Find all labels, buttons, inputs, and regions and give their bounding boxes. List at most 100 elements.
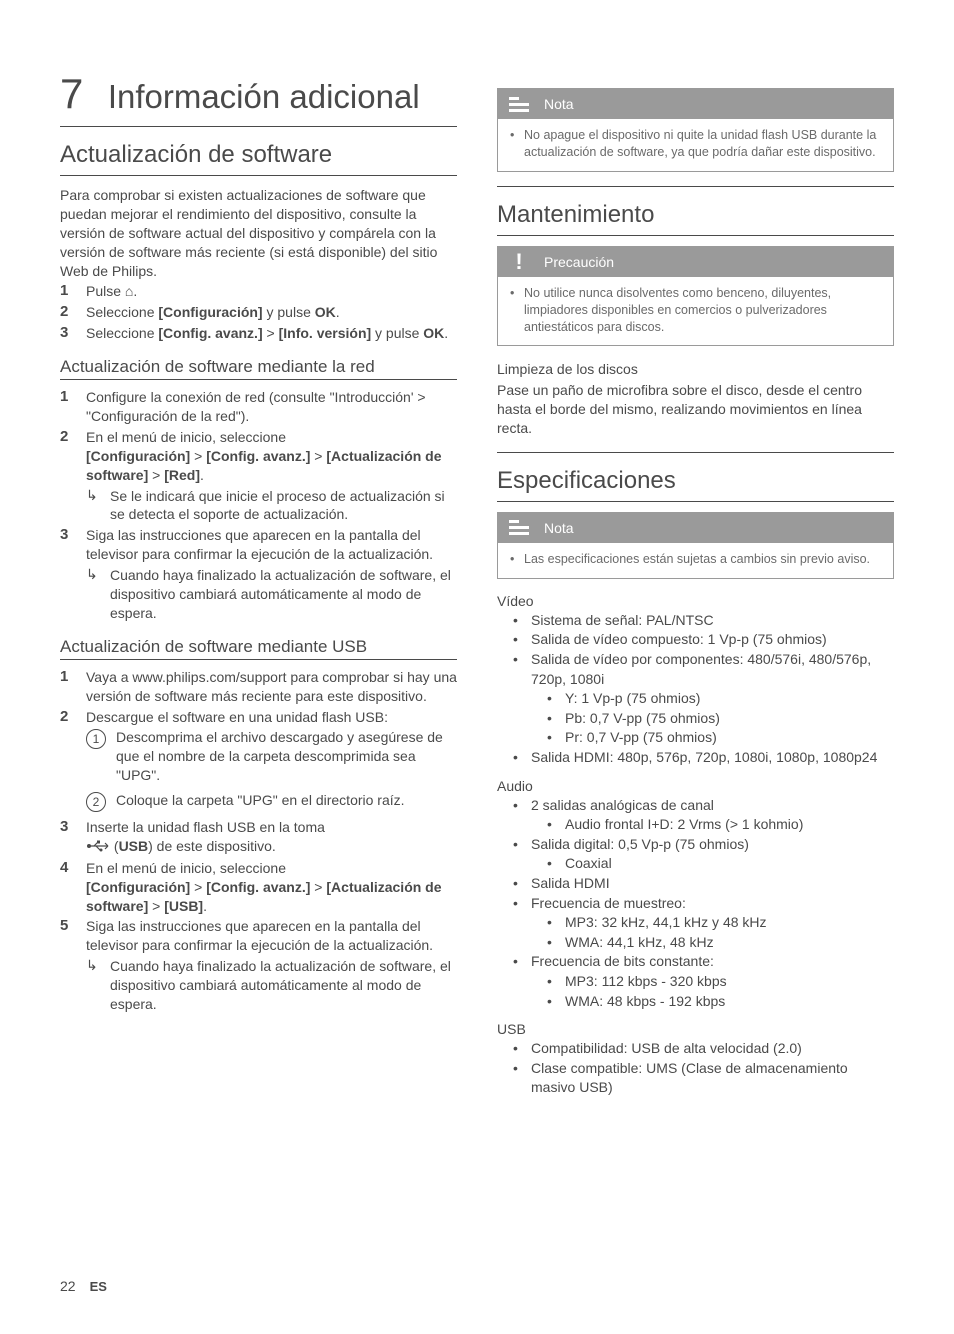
- step-number: 3: [60, 526, 86, 564]
- step-number: 2: [60, 708, 86, 727]
- circled-number: 1: [86, 729, 106, 749]
- caution-text: No utilice nunca disolventes como bencen…: [524, 285, 881, 336]
- chapter-title: Información adicional: [108, 78, 420, 115]
- note-label: Nota: [540, 520, 574, 536]
- step-5: 5 Siga las instrucciones que aparecen en…: [60, 917, 457, 955]
- divider: [497, 452, 894, 453]
- step-1: 1 Configure la conexión de red (consulte…: [60, 388, 457, 426]
- page-number: 22: [60, 1278, 76, 1294]
- divider: [60, 126, 457, 127]
- step-2: 2 En el menú de inicio, seleccione [Conf…: [60, 428, 457, 485]
- intro-text: Para comprobar si existen actualizacione…: [60, 186, 457, 280]
- step-text: Pulse ⌂.: [86, 282, 457, 301]
- note-box: Nota • Las especificaciones están sujeta…: [497, 512, 894, 579]
- step-number: 4: [60, 859, 86, 916]
- spec-item: Salida de vídeo por componentes: 480/576…: [531, 650, 894, 689]
- bullet-icon: •: [510, 551, 524, 568]
- spec-item: Salida de vídeo compuesto: 1 Vp-p (75 oh…: [531, 630, 894, 650]
- step-text: Configure la conexión de red (consulte "…: [86, 388, 457, 426]
- substep-text: Descomprima el archivo descargado y aseg…: [116, 728, 457, 785]
- spec-subitem: MP3: 32 kHz, 44,1 kHz y 48 kHz: [565, 913, 894, 933]
- bullet-icon: •: [510, 127, 524, 161]
- step-text: En el menú de inicio, seleccione [Config…: [86, 859, 457, 916]
- step-number: 3: [60, 818, 86, 857]
- divider: [497, 186, 894, 187]
- note-icon: [498, 89, 540, 119]
- spec-subitem: Coaxial: [565, 854, 894, 874]
- step-2: 2 Descargue el software en una unidad fl…: [60, 708, 457, 727]
- sub-text: Se le indicará que inicie el proceso de …: [110, 487, 457, 525]
- step-2: 2 Seleccione [Configuración] y pulse OK.: [60, 303, 457, 322]
- step-3: 3 Inserte la unidad flash USB en la toma…: [60, 818, 457, 857]
- section-title: Especificaciones: [497, 467, 894, 495]
- caution-body: • No utilice nunca disolventes como benc…: [498, 277, 893, 346]
- clean-heading: Limpieza de los discos: [497, 360, 894, 379]
- spec-item: Frecuencia de muestreo:: [531, 894, 894, 914]
- spec-item: Salida digital: 0,5 Vp-p (75 ohmios): [531, 835, 894, 855]
- note-header: Nota: [498, 513, 893, 543]
- step-number: 2: [60, 303, 86, 322]
- step-4: 4 En el menú de inicio, seleccione [Conf…: [60, 859, 457, 916]
- sub-text: Cuando haya finalizado la actualización …: [110, 957, 457, 1014]
- step-number: 3: [60, 324, 86, 343]
- divider: [497, 235, 894, 236]
- step-number: 1: [60, 668, 86, 706]
- spec-item: Compatibilidad: USB de alta velocidad (2…: [531, 1039, 894, 1059]
- divider: [60, 659, 457, 660]
- footer: 22 ES: [60, 1258, 894, 1294]
- step-text: Siga las instrucciones que aparecen en l…: [86, 526, 457, 564]
- step-3: 3 Siga las instrucciones que aparecen en…: [60, 526, 457, 564]
- spec-item: Sistema de señal: PAL/NTSC: [531, 611, 894, 631]
- spec-subitem: MP3: 112 kbps - 320 kbps: [565, 972, 894, 992]
- note-body: • No apague el dispositivo ni quite la u…: [498, 119, 893, 171]
- caution-box: ! Precaución • No utilice nunca disolven…: [497, 246, 894, 347]
- caution-header: ! Precaución: [498, 247, 893, 277]
- spec-list: •2 salidas analógicas de canal •Audio fr…: [497, 796, 894, 1012]
- spec-item: Salida HDMI: [531, 874, 894, 894]
- note-icon: [498, 513, 540, 543]
- chapter-number: 7: [60, 70, 83, 118]
- step-text: Seleccione [Configuración] y pulse OK.: [86, 303, 457, 322]
- bullet-icon: •: [510, 285, 524, 336]
- arrow-icon: ↳: [86, 487, 110, 525]
- language-code: ES: [90, 1279, 107, 1294]
- sub-step: ↳ Se le indicará que inicie el proceso d…: [60, 487, 457, 525]
- note-text: No apague el dispositivo ni quite la uni…: [524, 127, 881, 161]
- step-number: 1: [60, 282, 86, 301]
- substep-2: 2 Coloque la carpeta "UPG" en el directo…: [60, 791, 457, 812]
- step-text: Vaya a www.philips.com/support para comp…: [86, 668, 457, 706]
- note-header: Nota: [498, 89, 893, 119]
- step-text: Seleccione [Config. avanz.] > [Info. ver…: [86, 324, 457, 343]
- right-column: Nota • No apague el dispositivo ni quite…: [497, 70, 894, 1258]
- usb-icon: [86, 838, 110, 857]
- note-text: Las especificaciones están sujetas a cam…: [524, 551, 881, 568]
- spec-subitem: Pb: 0,7 V-pp (75 ohmios): [565, 709, 894, 729]
- caution-label: Precaución: [540, 254, 614, 270]
- spec-item: Salida HDMI: 480p, 576p, 720p, 1080i, 10…: [531, 748, 894, 768]
- section-title: Mantenimiento: [497, 201, 894, 229]
- note-box: Nota • No apague el dispositivo ni quite…: [497, 88, 894, 172]
- sub-step: ↳ Cuando haya finalizado la actualizació…: [60, 957, 457, 1014]
- step-text: Siga las instrucciones que aparecen en l…: [86, 917, 457, 955]
- spec-item: Frecuencia de bits constante:: [531, 952, 894, 972]
- spec-list: •Sistema de señal: PAL/NTSC •Salida de v…: [497, 611, 894, 768]
- circled-number: 2: [86, 792, 106, 812]
- step-text: Inserte la unidad flash USB en la toma (…: [86, 818, 457, 857]
- note-label: Nota: [540, 96, 574, 112]
- spec-heading: USB: [497, 1021, 894, 1037]
- step-3: 3 Seleccione [Config. avanz.] > [Info. v…: [60, 324, 457, 343]
- spec-item: 2 salidas analógicas de canal: [531, 796, 894, 816]
- divider: [60, 175, 457, 176]
- spec-heading: Vídeo: [497, 593, 894, 609]
- step-text: En el menú de inicio, seleccione [Config…: [86, 428, 457, 485]
- section-title: Actualización de software: [60, 141, 457, 169]
- step-1: 1 Vaya a www.philips.com/support para co…: [60, 668, 457, 706]
- chapter-heading: 7 Información adicional: [60, 70, 457, 118]
- arrow-icon: ↳: [86, 957, 110, 1014]
- arrow-icon: ↳: [86, 566, 110, 623]
- sub-step: ↳ Cuando haya finalizado la actualizació…: [60, 566, 457, 623]
- spec-subitem: Y: 1 Vp-p (75 ohmios): [565, 689, 894, 709]
- spec-subitem: Pr: 0,7 V-pp (75 ohmios): [565, 728, 894, 748]
- divider: [60, 379, 457, 380]
- spec-subitem: Audio frontal I+D: 2 Vrms (> 1 kohmio): [565, 815, 894, 835]
